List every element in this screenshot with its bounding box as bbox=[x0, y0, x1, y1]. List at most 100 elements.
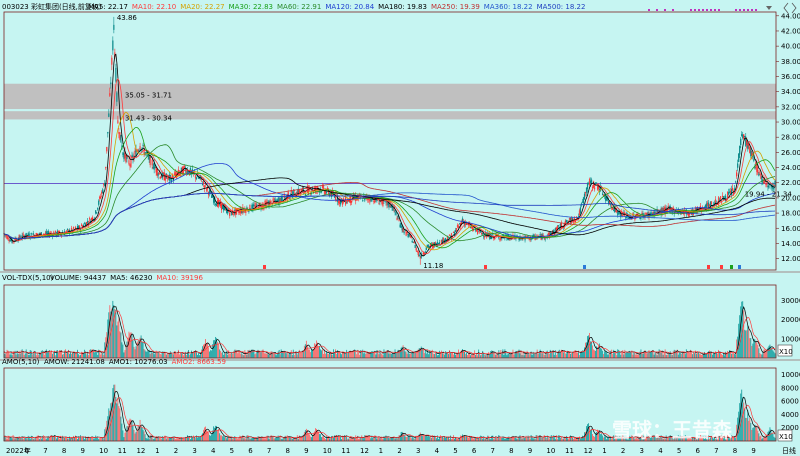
volume-bar bbox=[254, 354, 256, 358]
volume-bar bbox=[586, 342, 587, 358]
amo-bar bbox=[589, 427, 590, 441]
amo-bar bbox=[676, 437, 678, 441]
amo-bar bbox=[87, 437, 89, 441]
scroll-up-icon[interactable] bbox=[766, 6, 772, 10]
volume-bar bbox=[558, 349, 560, 358]
amo-bar bbox=[133, 429, 135, 441]
amo-bar bbox=[37, 435, 39, 441]
amo-bar bbox=[582, 435, 583, 441]
volume-bar bbox=[666, 354, 668, 358]
volume-bar bbox=[743, 310, 745, 358]
volume-bar bbox=[311, 349, 313, 358]
volume-bar bbox=[638, 354, 640, 358]
volume-bar bbox=[423, 353, 425, 358]
candle-body bbox=[714, 199, 717, 205]
volume-bar bbox=[618, 349, 620, 358]
amo-bar bbox=[298, 435, 300, 441]
amo-bar bbox=[80, 435, 81, 441]
amo-bar bbox=[610, 436, 612, 441]
volume-bar bbox=[691, 354, 693, 358]
candle-body bbox=[616, 210, 618, 213]
amo-bar bbox=[718, 436, 719, 441]
x-tick-label: 1 bbox=[602, 447, 606, 455]
volume-bar bbox=[38, 352, 40, 358]
candle-body bbox=[163, 172, 165, 181]
amo-bar bbox=[154, 437, 156, 441]
volume-bar bbox=[329, 352, 330, 358]
volume-bar bbox=[234, 349, 236, 358]
candle-body bbox=[226, 208, 228, 214]
volume-bar bbox=[581, 351, 582, 358]
volume-bar bbox=[548, 353, 550, 358]
amo-bar bbox=[155, 436, 157, 441]
volume-bar bbox=[760, 354, 762, 358]
candle-body bbox=[326, 187, 329, 189]
amo-bar bbox=[552, 435, 554, 441]
volume-bar bbox=[672, 351, 674, 358]
chevron-right-icon[interactable] bbox=[791, 2, 797, 14]
amo-bar bbox=[512, 435, 514, 441]
amo-bar bbox=[143, 431, 145, 441]
volume-bar bbox=[591, 341, 592, 358]
volume-bar bbox=[83, 353, 85, 358]
volume-bar bbox=[366, 351, 368, 358]
volume-bar bbox=[208, 347, 209, 358]
candle-body bbox=[582, 197, 585, 204]
amo-bar bbox=[146, 438, 148, 441]
volume-bar bbox=[479, 353, 481, 358]
volume-bar bbox=[468, 353, 470, 358]
volume-bar bbox=[602, 350, 604, 358]
candle-body bbox=[197, 177, 200, 179]
volume-bar bbox=[178, 354, 180, 358]
amo-bar bbox=[637, 439, 639, 441]
amo-bar bbox=[509, 437, 511, 441]
volume-bar bbox=[768, 345, 770, 358]
volume-bar bbox=[750, 338, 752, 358]
volume-bar bbox=[127, 337, 129, 358]
amo-bar bbox=[195, 437, 196, 441]
amo-bar bbox=[243, 438, 245, 441]
ma-legend: MA5: 22.17 MA10: 22.10 MA20: 22.27 MA30: 22… bbox=[88, 3, 585, 11]
amo-bar bbox=[672, 439, 674, 441]
amo-bar bbox=[454, 438, 455, 441]
vol-frame bbox=[3, 284, 777, 359]
candle-body bbox=[142, 144, 144, 147]
candle-body bbox=[630, 214, 632, 220]
volume-bar bbox=[288, 352, 290, 358]
volume-bar bbox=[261, 351, 263, 358]
candle-body bbox=[137, 149, 139, 152]
x10-button-2[interactable] bbox=[777, 429, 793, 442]
amo-bar bbox=[91, 436, 93, 441]
candle-body bbox=[581, 201, 584, 203]
candle-body bbox=[157, 173, 159, 176]
volume-bar bbox=[153, 354, 155, 358]
volume-bar bbox=[328, 354, 329, 358]
volume-bar bbox=[349, 350, 351, 358]
chevron-left-icon[interactable] bbox=[783, 2, 789, 14]
volume-bar bbox=[168, 354, 170, 358]
amo-bar bbox=[510, 438, 512, 441]
volume-bar bbox=[449, 350, 450, 358]
volume-bar bbox=[125, 344, 127, 358]
amo-bar bbox=[135, 431, 137, 441]
amo-bar bbox=[132, 425, 134, 441]
amo-bar bbox=[665, 435, 667, 441]
amo-bar bbox=[239, 435, 241, 441]
candle-body bbox=[70, 227, 73, 231]
price-annotation: 11.18 bbox=[423, 262, 443, 270]
amo-bar bbox=[134, 433, 136, 441]
volume-bar bbox=[317, 342, 318, 358]
volume-bar bbox=[65, 349, 66, 358]
volume-bar bbox=[330, 352, 331, 358]
volume-bar bbox=[482, 350, 484, 358]
volume-bar bbox=[445, 351, 446, 358]
volume-bar bbox=[190, 354, 191, 358]
volume-bar bbox=[523, 355, 525, 358]
candle-body bbox=[128, 160, 130, 165]
amo-bar bbox=[82, 437, 84, 441]
x10-button[interactable] bbox=[777, 344, 793, 357]
amo-bar bbox=[408, 435, 410, 441]
volume-bar bbox=[660, 352, 662, 358]
legend-item: MA500: 18.22 bbox=[537, 3, 586, 11]
